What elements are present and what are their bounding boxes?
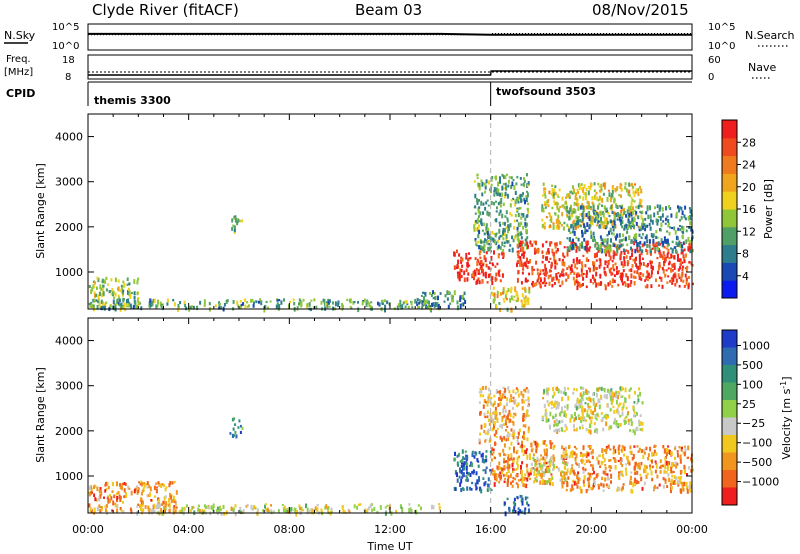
velocity-colorbar-tick-label-4: 25 (742, 398, 756, 411)
time-axis-label: Time UT (366, 540, 412, 553)
velocity-colorbar-swatch-1 (722, 330, 737, 348)
cpid-segment-1: themis 3300 (94, 94, 171, 107)
power-colorbar-tick-label-7: 28 (742, 136, 756, 149)
velocity-colorbar-tick-label-3: 100 (742, 378, 763, 391)
freq-label: Freq. (6, 54, 31, 65)
noise-left-label: N.Sky (4, 29, 36, 42)
cpid-segment-2: twofsound 3503 (496, 85, 596, 98)
noise-sky-line (88, 32, 692, 36)
time-tick-label-7: 00:00 (676, 523, 708, 536)
power-colorbar-swatch-4 (722, 226, 737, 246)
velocity-colorbar-swatch-4 (722, 382, 737, 401)
velocity-colorbar-tick-label-1: 1000 (742, 339, 770, 352)
velocity-colorbar-tick-label-2: 500 (742, 359, 763, 372)
power-colorbar-tick-label-4: 16 (742, 203, 756, 216)
velocity-colorbar-swatch-10 (722, 487, 737, 506)
power-ylabel: Slant Range [km] (34, 163, 47, 259)
power-colorbar-tick-label-1: 4 (742, 270, 749, 283)
time-tick-label-4: 12:00 (374, 523, 406, 536)
velocity-colorbar-swatch-2 (722, 347, 737, 366)
power-colorbar-swatch-8 (722, 155, 737, 174)
velocity-echo-region-10 (529, 453, 568, 485)
freq-tick-bottom: 8 (65, 72, 71, 83)
nave-label: Nave (748, 61, 776, 74)
power-colorbar-tick-label-5: 20 (742, 181, 756, 194)
power-ytick-label-2: 2000 (55, 221, 83, 234)
velocity-echo-region-3 (229, 417, 244, 439)
velocity-colorbar-swatch-9 (722, 470, 737, 488)
cpid-label: CPID (6, 87, 35, 100)
nave-tick-bottom: 0 (708, 72, 714, 83)
power-echo-region-4 (416, 290, 467, 311)
velocity-colorbar-label: Velocity [m s-1] (779, 376, 793, 459)
power-echo-region-1 (88, 276, 140, 312)
velocity-colorbar-swatch-6 (722, 417, 737, 436)
power-colorbar: 4 8 12 16 20 24 28 Power [dB] (721, 119, 775, 299)
power-panel: 1000 2000 3000 4000 Slant Range [km] (34, 113, 694, 313)
time-tick-label-2: 04:00 (173, 523, 205, 536)
date-title: 08/Nov/2015 (592, 1, 689, 19)
power-colorbar-label: Power [dB] (762, 179, 775, 239)
velocity-echo-region-4 (453, 449, 493, 494)
noise-search-line (88, 32, 692, 36)
power-colorbar-tick-label-6: 24 (742, 159, 756, 172)
noise-left-tick-top: 10^5 (52, 22, 79, 33)
time-tick-label-1: 00:00 (72, 523, 104, 536)
power-echo-region-6 (473, 173, 530, 254)
cpid-bar: CPID themis 3300 twofsound 3503 (6, 81, 692, 107)
velocity-echo-region-7 (503, 494, 530, 517)
velocity-echo-region-5 (490, 440, 556, 489)
velocity-colorbar-swatch-5 (722, 400, 737, 418)
velocity-colorbar-tick-label-8: −1000 (742, 476, 779, 489)
station-title: Clyde River (fitACF) (92, 1, 239, 19)
power-colorbar-swatch-6 (722, 191, 737, 210)
freq-tick-top: 18 (62, 55, 75, 66)
velocity-ytick-label-3: 3000 (55, 380, 83, 393)
noise-left-tick-bottom: 10^0 (52, 41, 79, 52)
power-ytick-label-3: 3000 (55, 176, 83, 189)
power-echo-region-7 (490, 286, 531, 313)
power-ytick-label-4: 4000 (55, 131, 83, 144)
power-colorbar-swatch-2 (722, 262, 737, 281)
power-colorbar-tick-label-3: 12 (742, 225, 756, 238)
noise-panel: N.Sky 10^5 10^0 10^5 10^0 N.Search (4, 22, 795, 52)
freq-nave-panel: Freq. [MHz] 18 8 60 0 Nave (4, 54, 776, 83)
power-colorbar-swatch-7 (722, 173, 737, 192)
power-echo-region-10 (566, 204, 694, 254)
freq-unit: [MHz] (4, 67, 33, 78)
time-tick-label-6: 20:00 (575, 523, 607, 536)
velocity-echo-region-9 (541, 386, 644, 436)
nave-line (88, 70, 692, 76)
power-colorbar-swatch-5 (722, 209, 737, 228)
power-colorbar-swatch-10 (722, 120, 737, 139)
power-colorbar-swatch-9 (722, 137, 737, 157)
velocity-colorbar-swatch-3 (722, 365, 737, 383)
noise-right-tick-bottom: 10^0 (708, 41, 735, 52)
velocity-ytick-label-4: 4000 (55, 335, 83, 348)
time-tick-label-5: 16:00 (475, 523, 507, 536)
velocity-ytick-label-1: 1000 (55, 470, 83, 483)
power-colorbar-swatch-1 (722, 280, 737, 299)
velocity-colorbar-tick-label-7: −500 (742, 456, 772, 469)
time-tick-label-3: 08:00 (273, 523, 305, 536)
power-colorbar-swatch-3 (722, 244, 737, 263)
velocity-colorbar-swatch-7 (722, 435, 737, 453)
velocity-colorbar-tick-label-6: −100 (742, 437, 772, 450)
velocity-panel: 1000 2000 3000 4000 00:00 04:00 08:00 12:00 16:… (34, 317, 708, 553)
noise-right-tick-top: 10^5 (708, 22, 735, 33)
beam-title: Beam 03 (355, 1, 422, 19)
velocity-echo-region-6 (478, 385, 530, 445)
power-colorbar-tick-label-2: 8 (742, 248, 749, 261)
power-echo-region-3 (231, 215, 243, 234)
velocity-ylabel: Slant Range [km] (34, 367, 47, 463)
power-ytick-label-1: 1000 (55, 266, 83, 279)
velocity-colorbar-swatch-8 (722, 452, 737, 471)
velocity-colorbar-tick-label-5: −25 (742, 417, 765, 430)
velocity-ytick-label-2: 2000 (55, 425, 83, 438)
velocity-colorbar: 1000 500 100 25 −25 −100 −500 −1000 Velocity [m… (721, 329, 793, 506)
nave-tick-top: 60 (708, 55, 721, 66)
noise-right-label: N.Search (745, 29, 795, 42)
